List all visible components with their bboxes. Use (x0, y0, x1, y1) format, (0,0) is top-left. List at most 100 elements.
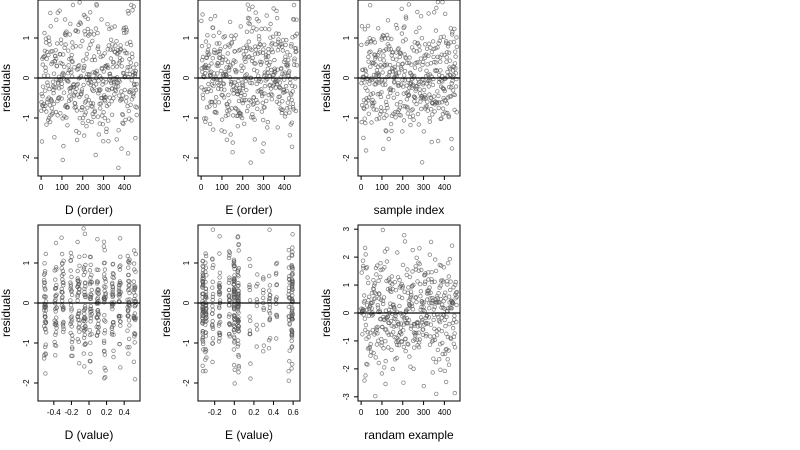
data-point (89, 292, 94, 298)
data-point (414, 255, 419, 260)
data-point (110, 64, 115, 70)
data-point (200, 329, 206, 334)
data-point (80, 38, 85, 44)
data-point (120, 93, 125, 98)
data-point (442, 368, 447, 374)
data-point (267, 311, 273, 316)
data-point (211, 71, 217, 76)
x-tick-label: 0 (232, 408, 237, 417)
data-point (51, 87, 56, 93)
data-point (91, 54, 97, 59)
data-point (227, 331, 232, 337)
data-point (70, 59, 75, 65)
data-point (102, 297, 107, 303)
data-point (43, 68, 48, 74)
data-point (88, 101, 94, 106)
data-point (236, 329, 241, 334)
data-point (429, 279, 435, 285)
data-point (238, 111, 244, 116)
data-point (428, 290, 433, 295)
data-point (402, 78, 407, 83)
data-point (203, 303, 208, 308)
data-point (450, 78, 455, 84)
data-point (103, 292, 108, 297)
plot-frame (197, 0, 301, 177)
data-point (377, 48, 383, 53)
data-point (273, 272, 279, 277)
data-point (408, 296, 413, 301)
data-point (127, 89, 133, 95)
data-point (449, 81, 454, 86)
data-point (385, 314, 390, 319)
x-tick-label: 400 (438, 408, 452, 417)
data-point (110, 271, 116, 276)
x-axis-label: D (value) (65, 428, 114, 442)
data-point (400, 262, 406, 268)
data-point (439, 328, 444, 334)
data-point (371, 350, 376, 356)
data-point (401, 344, 406, 350)
data-point (234, 68, 239, 74)
data-point (453, 66, 458, 71)
data-point (430, 370, 435, 375)
data-point (217, 292, 222, 297)
data-point (61, 52, 66, 57)
data-point (404, 272, 409, 278)
data-point (270, 34, 276, 39)
data-point (392, 74, 397, 80)
x-tick-label: 0 (359, 408, 364, 417)
data-point (365, 23, 371, 29)
data-point (73, 28, 78, 34)
data-point (124, 41, 130, 46)
data-point (286, 289, 292, 294)
data-point (414, 101, 419, 107)
data-point (119, 97, 125, 102)
data-point (409, 301, 414, 306)
data-point (431, 76, 436, 82)
data-point (365, 88, 370, 93)
data-point (95, 279, 100, 285)
data-point (109, 112, 115, 117)
data-point (199, 18, 204, 24)
data-point (283, 54, 288, 59)
data-point (132, 304, 137, 309)
data-point (240, 83, 246, 88)
data-point (42, 305, 48, 311)
data-point (229, 33, 234, 39)
data-point (67, 32, 72, 37)
data-point (236, 352, 241, 358)
data-point (206, 63, 212, 69)
data-point (217, 280, 222, 286)
data-point (413, 88, 418, 93)
data-point (417, 87, 422, 92)
data-point (125, 272, 131, 278)
data-point (248, 361, 253, 366)
data-point (92, 57, 98, 63)
data-point (200, 96, 206, 101)
data-point (286, 378, 291, 383)
data-point (125, 64, 130, 70)
data-point (397, 70, 402, 75)
data-point (203, 319, 208, 324)
data-point (41, 307, 47, 313)
data-point (231, 313, 237, 318)
data-point (441, 265, 446, 270)
data-point (235, 295, 240, 300)
data-point (61, 329, 66, 335)
data-point (362, 106, 367, 112)
data-point (125, 8, 131, 14)
data-point (392, 306, 397, 312)
data-point (247, 318, 253, 323)
data-point (426, 53, 431, 58)
data-point (225, 112, 231, 117)
data-point (89, 119, 94, 125)
data-point (417, 48, 422, 53)
data-point (75, 298, 80, 303)
data-point (235, 235, 240, 240)
data-point (227, 275, 232, 280)
data-point (427, 115, 432, 121)
data-point (443, 296, 448, 301)
data-point (290, 287, 295, 292)
y-tick-label: 1 (182, 35, 191, 40)
data-point (369, 290, 375, 296)
